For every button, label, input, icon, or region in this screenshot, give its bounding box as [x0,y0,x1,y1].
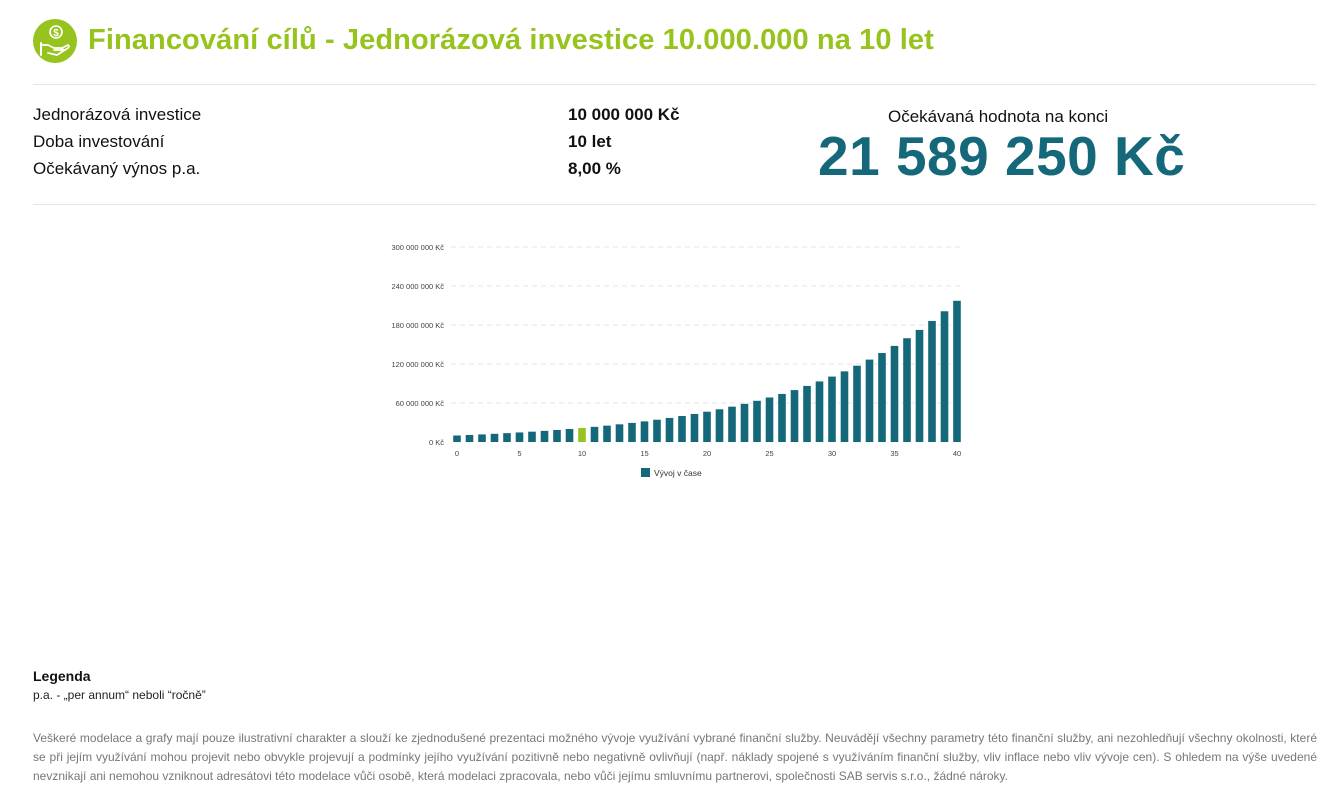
param-label: Jednorázová investice [33,105,202,124]
page-title: Financování cílů - Jednorázová investice… [88,24,934,56]
legend-label: Vývoj v čase [654,468,702,478]
bar [503,433,511,442]
param-label: Doba investování [33,132,165,151]
bar [665,417,674,442]
disclaimer-text: Veškeré modelace a grafy mají pouze ilus… [33,731,1317,783]
bar [640,421,649,442]
x-tick-label: 15 [640,449,648,458]
bar [765,397,774,442]
bar [753,400,761,442]
param-label: Očekávaný výnos p.a. [33,159,201,178]
bar [465,434,474,442]
bar [615,424,624,442]
bar [628,422,636,442]
y-tick-label: 300 000 000 Kč [391,243,444,252]
bar [678,416,686,442]
bar [890,345,899,442]
bar [928,320,936,442]
bar [878,353,886,442]
param-value: 10 000 000 Kč [568,105,680,124]
x-tick-label: 20 [703,449,711,458]
hand-money-icon: $ [33,19,77,63]
y-tick-label: 60 000 000 Kč [396,399,445,408]
bar [953,300,961,442]
bar [703,411,711,442]
bar [915,329,924,442]
bar [840,371,849,442]
bar [903,338,911,442]
bar [940,311,949,442]
x-tick-label: 30 [828,449,836,458]
growth-bar-chart: 0 Kč 60 000 000 Kč 120 000 000 Kč 180 000 0… [391,243,963,478]
x-tick-label: 5 [517,449,521,458]
y-tick-label: 240 000 000 Kč [391,282,444,291]
bar [553,429,561,442]
bar [490,433,499,442]
bar [453,435,461,442]
bar [790,390,799,442]
bar [565,429,574,442]
bar [578,427,586,442]
bar [853,365,861,442]
x-tick-label: 10 [578,449,586,458]
bar [690,413,699,442]
bar [515,432,524,442]
bar [540,430,549,442]
param-value: 10 let [568,132,612,151]
expected-value: 21 589 250 Kč [818,125,1186,187]
bar [478,434,486,442]
x-tick-label: 40 [953,449,961,458]
x-tick-label: 25 [765,449,773,458]
bar [653,419,661,442]
page-header: $ Financování cílů - Jednorázová investi… [33,18,1316,85]
bar [828,376,836,442]
legend-title: Legenda [33,668,91,684]
bar [728,406,736,442]
bar [803,385,811,442]
param-value: 8,00 % [568,159,621,178]
x-tick-label: 35 [890,449,898,458]
y-tick-label: 0 Kč [429,438,444,447]
section-divider [33,204,1316,205]
bar [815,381,824,442]
legend-text: p.a. - „per annum“ neboli “ročně” [33,688,206,702]
bar [740,403,749,442]
y-tick-label: 120 000 000 Kč [391,360,444,369]
bar [715,409,724,442]
expected-value-label: Očekávaná hodnota na konci [888,107,1109,126]
x-tick-label: 0 [455,449,459,458]
legend-swatch [641,468,650,477]
svg-text:$: $ [53,28,59,39]
y-tick-label: 180 000 000 Kč [391,321,444,330]
bar [528,431,536,442]
bar [778,393,786,442]
bar [590,426,599,442]
bar [865,359,874,442]
bar [603,425,611,442]
